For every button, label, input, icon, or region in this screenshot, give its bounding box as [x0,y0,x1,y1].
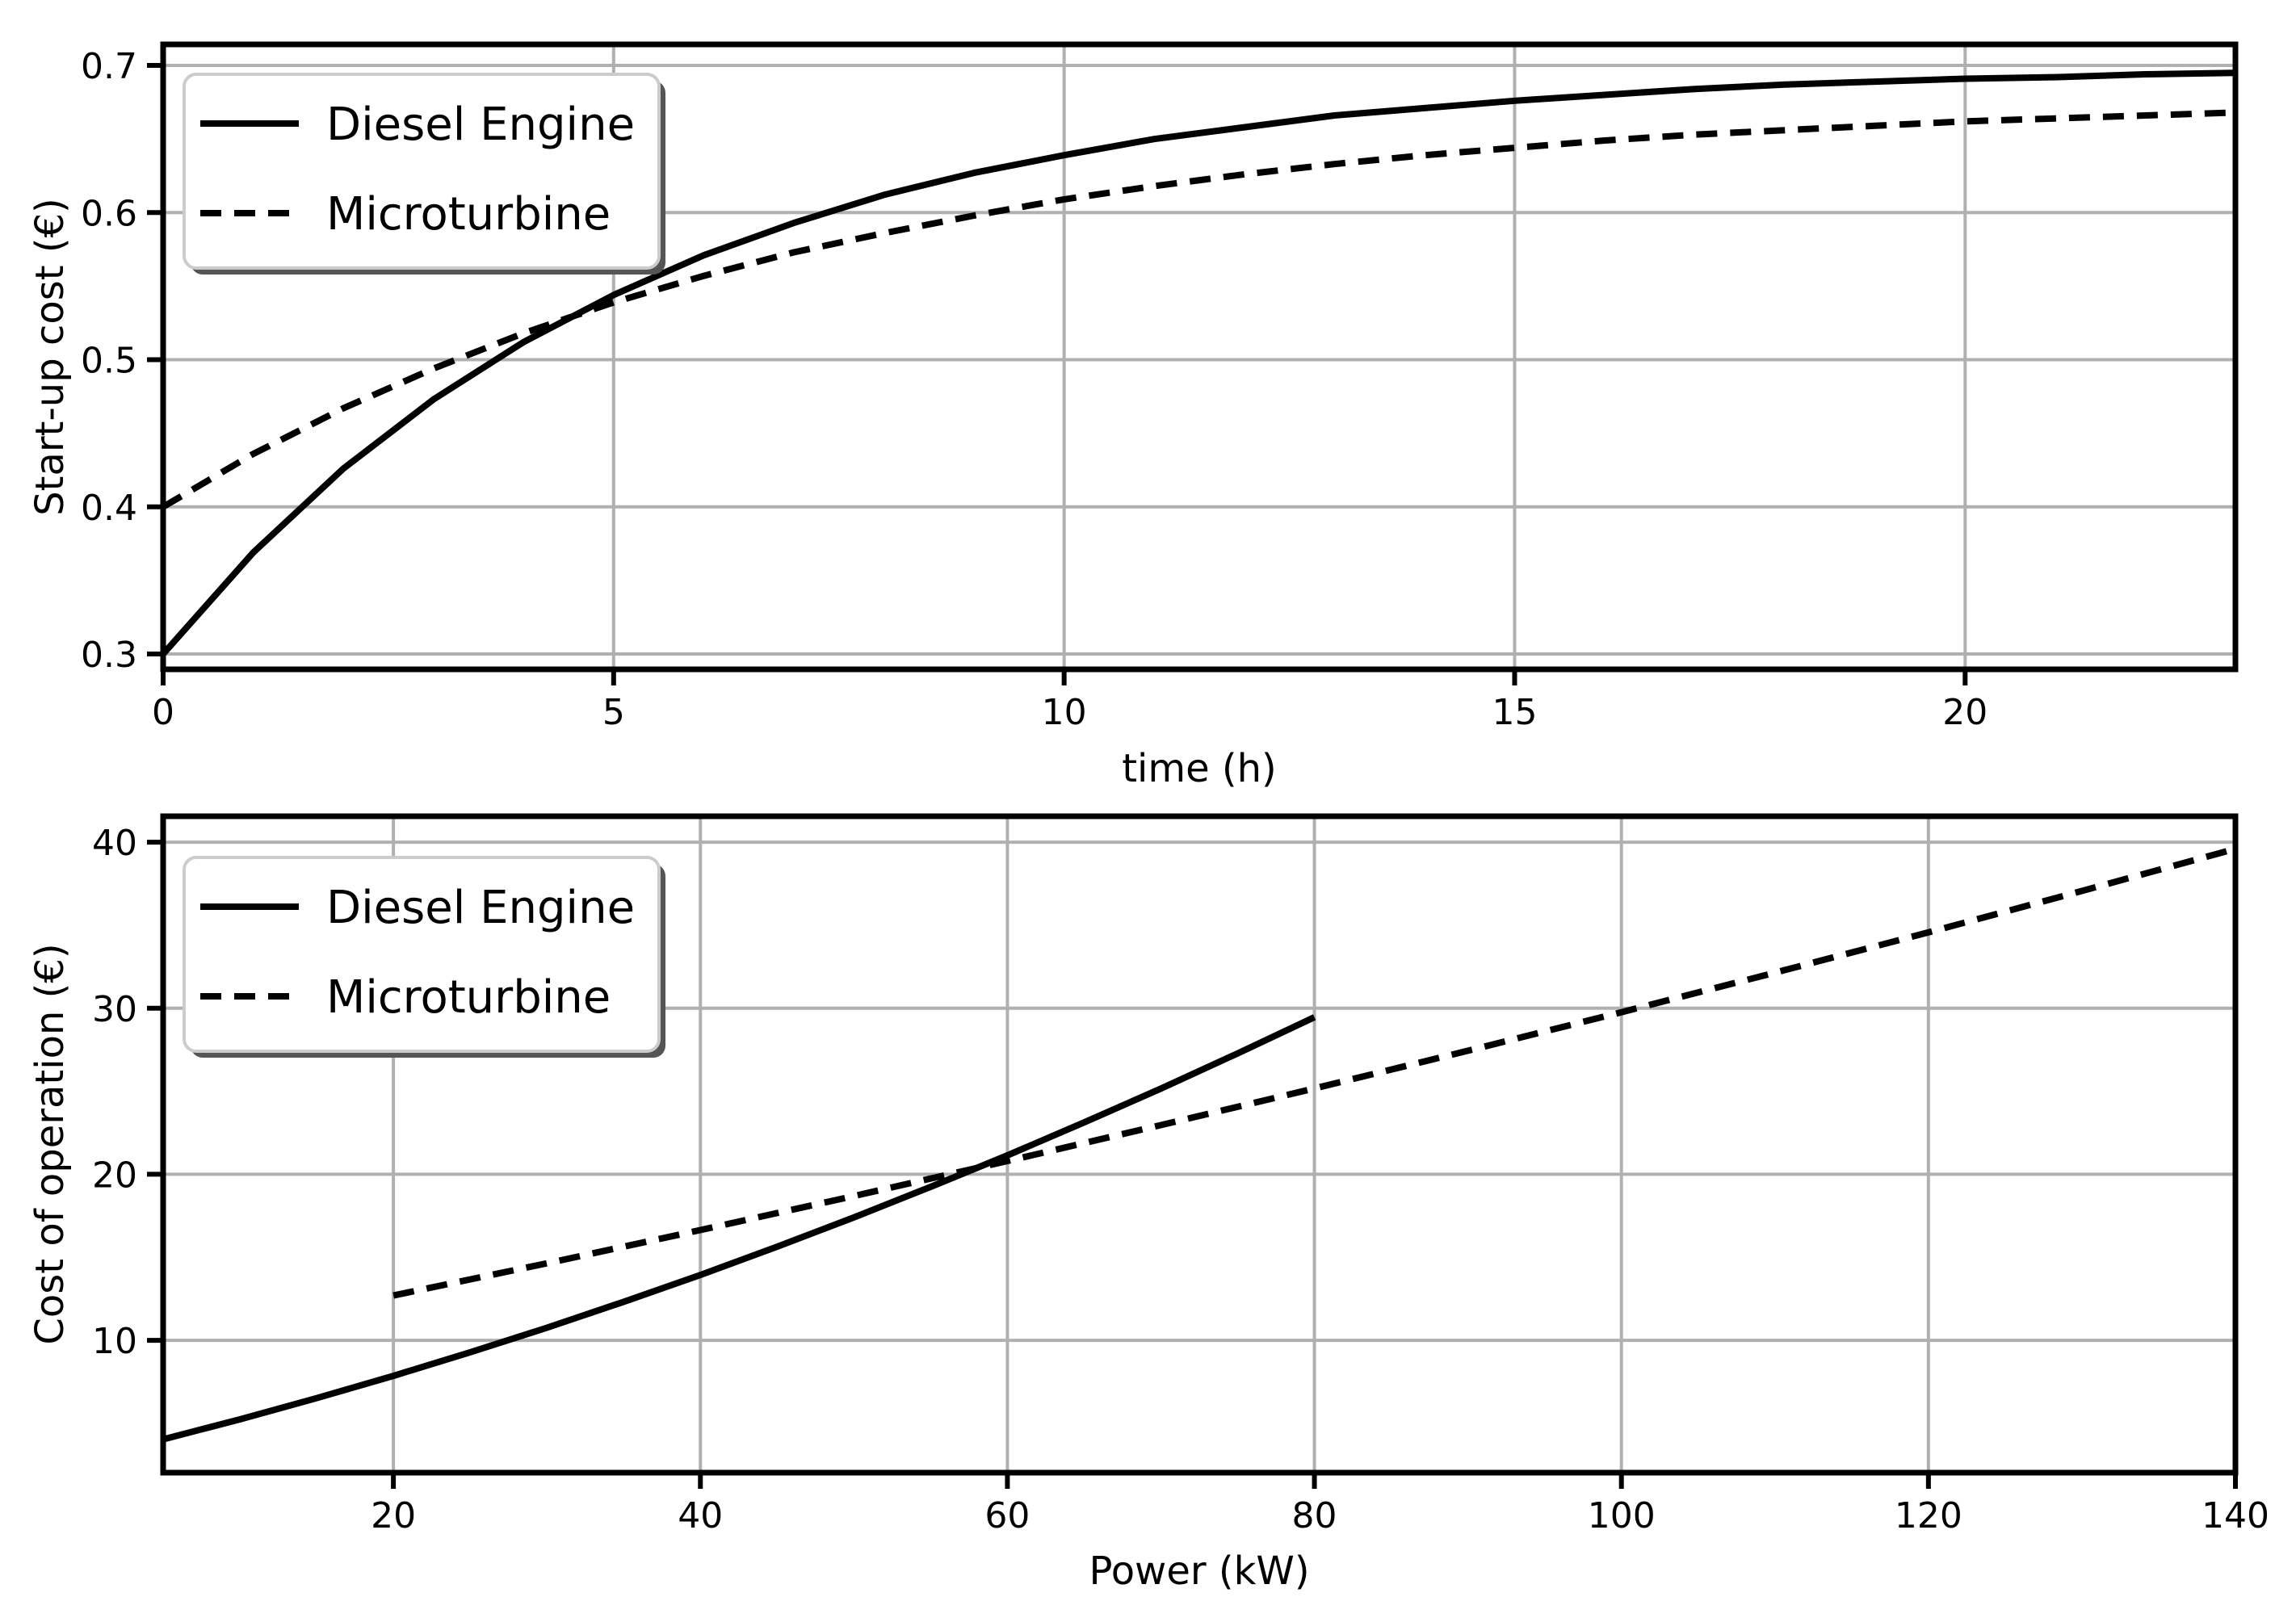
bottom-legend-label-diesel: Diesel Engine [326,882,635,934]
bottom-legend-box [183,856,661,1053]
x-tick-label: 100 [1588,1495,1656,1536]
x-tick-label: 15 [1492,692,1537,733]
y-tick-label: 0.7 [81,46,137,87]
y-tick-label: 20 [92,1155,137,1196]
top-legend-label-diesel: Diesel Engine [326,99,635,151]
x-tick-label: 20 [371,1495,416,1536]
bottom-legend: Diesel Engine Microturbine [183,856,665,1058]
bottom-xaxis-label: Power (kW) [1089,1549,1309,1594]
x-tick-label: 140 [2202,1495,2269,1536]
x-tick-label: 60 [984,1495,1030,1536]
y-tick-label: 40 [92,823,137,864]
x-tick-label: 80 [1292,1495,1337,1536]
y-tick-label: 0.5 [81,341,137,382]
x-tick-label: 0 [152,692,174,733]
axes-spines [160,41,2239,673]
y-tick-label: 0.3 [81,635,137,676]
top-legend-box [183,73,661,270]
x-tick-label: 5 [602,692,625,733]
top-legend-label-microturbine: Microturbine [326,188,611,241]
y-tick-label: 0.6 [81,193,137,234]
series-line-diesel-engine [162,1014,1316,1443]
y-tick-label: 0.4 [81,488,137,529]
bottom-legend-label-microturbine: Microturbine [326,971,611,1024]
top-chart: 0 5 10 15 20 0.3 0.4 0.5 0.6 0.7 time (h) Start-u… [27,41,2239,791]
y-tick-label: 10 [92,1321,137,1362]
bottom-yaxis-label: Cost of operation (€) [27,943,73,1344]
top-chart-dynamic: 0 5 10 15 20 0.3 0.4 0.5 0.6 0.7 [81,41,2239,733]
series-line-microturbine [161,109,2236,510]
top-legend: Diesel Engine Microturbine [183,73,665,275]
x-tick-label: 40 [678,1495,723,1536]
axes-spines [160,813,2239,1476]
top-xaxis-label: time (h) [1122,746,1277,791]
series-line-diesel-engine [161,69,2236,656]
series-line-microturbine [392,845,2237,1299]
bottom-chart-dynamic: 20 40 60 80 100 120 140 10 20 30 40 [92,813,2269,1536]
x-tick-label: 120 [1895,1495,1962,1536]
bottom-chart: 20 40 60 80 100 120 140 10 20 30 40 Power (kW) Cos… [27,813,2269,1594]
x-tick-label: 20 [1942,692,1987,733]
top-yaxis-label: Start-up cost (€) [27,198,73,516]
y-tick-label: 30 [92,989,137,1030]
x-tick-label: 10 [1042,692,1087,733]
